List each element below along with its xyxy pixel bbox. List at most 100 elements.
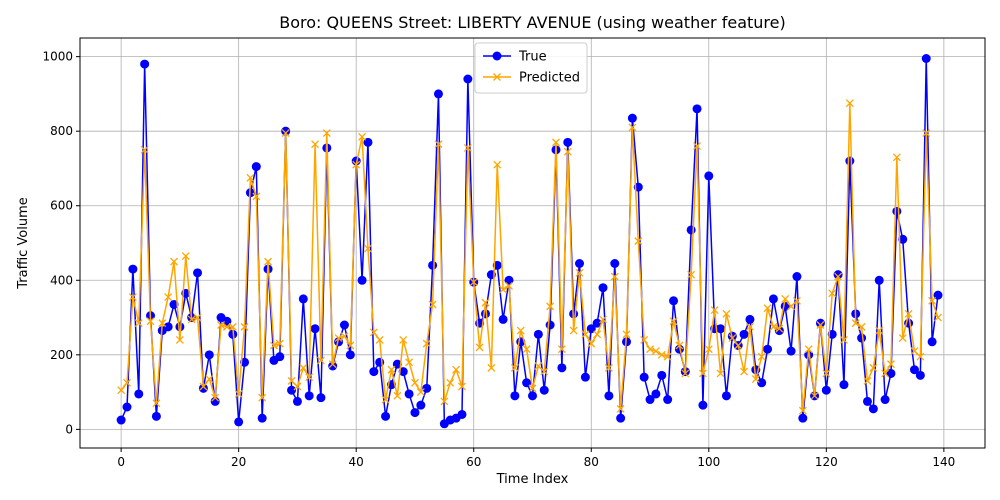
data-point-true: [498, 314, 508, 324]
data-point-true: [328, 361, 338, 371]
data-point-predicted: [810, 391, 819, 400]
data-point-predicted: [405, 358, 414, 367]
data-point-true: [874, 275, 884, 285]
data-point-predicted: [134, 319, 143, 328]
data-point-predicted: [546, 302, 555, 311]
data-point-predicted: [552, 138, 560, 147]
data-point-predicted: [499, 285, 508, 294]
data-point-true: [627, 113, 637, 123]
legend-entry-true: True: [483, 50, 547, 65]
data-point-true: [651, 389, 661, 399]
data-point-true: [122, 402, 132, 412]
data-point-predicted: [510, 363, 519, 372]
data-point-predicted: [128, 293, 137, 302]
data-point-predicted: [628, 123, 637, 132]
data-point-predicted: [816, 321, 825, 329]
data-point-predicted: [375, 335, 384, 344]
data-point-predicted: [434, 140, 443, 149]
data-point-true: [592, 318, 602, 328]
data-point-true: [745, 314, 755, 324]
data-point-true: [862, 396, 872, 406]
data-point-predicted: [387, 365, 396, 374]
data-point-true: [839, 380, 849, 390]
data-point-predicted: [828, 289, 837, 298]
data-point-true: [663, 395, 673, 405]
data-point-true: [868, 404, 878, 414]
data-point-predicted: [863, 376, 872, 385]
data-point-predicted: [587, 339, 596, 348]
data-point-true: [163, 322, 173, 332]
data-point-predicted: [228, 322, 237, 331]
data-point-true: [193, 268, 203, 278]
data-point-true: [763, 344, 773, 354]
data-point-predicted: [164, 293, 173, 302]
data-point-true: [428, 260, 438, 270]
y-tick-label: 0: [65, 422, 73, 436]
data-point-true: [580, 372, 590, 382]
data-point-true: [310, 324, 320, 334]
axis-ticks: 0 20 40 60 80 100 120 140 0 200 400 600 800 1000: [42, 50, 955, 469]
data-point-predicted: [698, 369, 707, 378]
data-point-predicted: [757, 352, 766, 361]
data-point-true: [539, 385, 549, 395]
data-point-predicted: [522, 345, 531, 354]
data-point-predicted: [687, 270, 696, 279]
data-point-true: [292, 396, 302, 406]
data-point-predicted: [569, 326, 578, 335]
data-point-true: [557, 363, 567, 373]
data-point-predicted: [734, 341, 743, 350]
data-point-true: [281, 126, 291, 136]
legend-marker: [493, 73, 501, 81]
data-point-true: [298, 294, 308, 304]
data-point-true: [610, 259, 620, 268]
data-point-predicted: [281, 129, 290, 138]
data-point-predicted: [305, 373, 314, 382]
data-point-true: [398, 367, 408, 377]
data-point-predicted: [416, 388, 425, 397]
data-point-predicted: [634, 237, 643, 246]
data-point-true: [845, 156, 855, 166]
data-point-predicted: [393, 391, 402, 400]
data-point-true: [169, 300, 179, 309]
data-point-predicted: [775, 324, 784, 333]
data-point-predicted: [575, 268, 584, 277]
data-point-true: [886, 368, 896, 378]
data-point-true: [287, 385, 297, 395]
data-point-predicted: [299, 363, 308, 372]
data-point-predicted: [804, 345, 813, 354]
data-point-predicted: [399, 335, 408, 344]
data-point-predicted: [716, 369, 725, 378]
data-point-predicted: [199, 382, 208, 391]
data-point-true: [116, 415, 126, 425]
data-point-true: [204, 350, 214, 360]
data-point-predicted: [722, 309, 731, 318]
data-point-predicted: [170, 257, 178, 266]
data-point-predicted: [834, 272, 843, 281]
data-point-predicted: [493, 160, 502, 169]
data-point-true: [757, 378, 767, 388]
data-point-true: [768, 294, 778, 304]
data-point-true: [645, 395, 655, 405]
data-point-predicted: [193, 313, 202, 322]
data-point-true: [686, 225, 696, 235]
data-point-true: [692, 104, 702, 114]
data-point-true: [345, 350, 355, 360]
data-point-true: [369, 367, 379, 377]
data-point-true: [510, 391, 520, 401]
data-point-predicted: [651, 347, 660, 356]
data-point-predicted: [311, 140, 320, 149]
data-point-predicted: [892, 153, 901, 162]
data-point-predicted: [875, 326, 884, 335]
data-point-predicted: [275, 339, 284, 348]
data-point-predicted: [904, 309, 913, 318]
chart-title: Boro: QUEENS Street: LIBERTY AVENUE (usi…: [279, 13, 785, 32]
data-point-predicted: [505, 281, 513, 290]
data-point-true: [857, 333, 867, 343]
data-point-predicted: [898, 334, 907, 343]
x-tick-label: 100: [697, 455, 720, 469]
data-point-predicted: [881, 369, 890, 378]
series-line-predicted: [120, 102, 939, 412]
x-tick-label: 120: [815, 455, 838, 469]
data-point-predicted: [381, 395, 390, 404]
data-point-predicted: [328, 360, 337, 369]
